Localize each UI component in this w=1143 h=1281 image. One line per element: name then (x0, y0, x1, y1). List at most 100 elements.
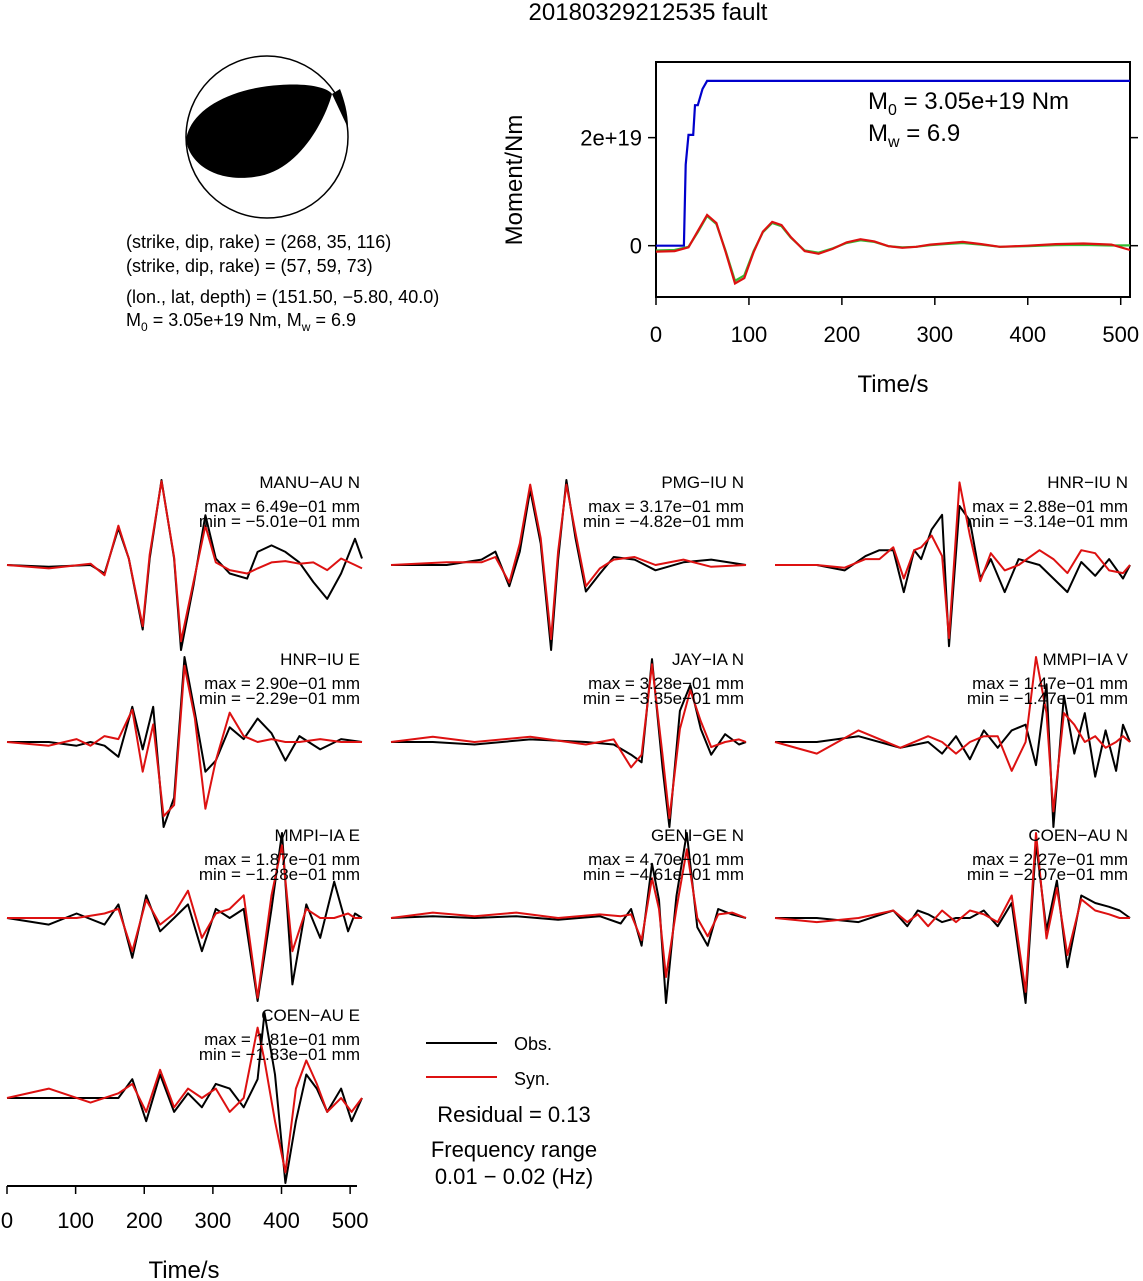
synthetic-waveform-line (6, 664, 362, 818)
annot-mw-subscript: w (887, 134, 900, 151)
waveform-xlabel: Time/s (148, 1257, 219, 1281)
station-max-label: max = 1.87e−01 mm (204, 850, 360, 869)
annot-m0-value: = 3.05e+19 Nm (897, 88, 1069, 115)
waveform-xtick-label: 500 (332, 1208, 369, 1233)
moment-xtick-label: 500 (1102, 322, 1139, 347)
observed-waveform-line (390, 832, 747, 1004)
observed-waveform-line (7, 1012, 363, 1184)
moment-xtick-label: 100 (731, 322, 768, 347)
synthetic-waveform-line (7, 844, 362, 999)
station-label: COEN−AU N (1028, 826, 1128, 845)
page-title: 20180329212535 fault (529, 0, 768, 26)
focal-mechanism-beachball (185, 55, 349, 219)
moment-rate-synthetic-line (655, 213, 1131, 286)
beachball-compressional-quadrant (186, 84, 332, 178)
station-min-label: min = −2.29e−01 mm (199, 689, 360, 708)
station-label: GENI−GE N (651, 826, 744, 845)
synthetic-waveform-line (390, 663, 747, 820)
station-label: MANU−AU N (259, 473, 360, 492)
moment-series-group (655, 79, 1131, 286)
station-max-label: max = 6.49e−01 mm (204, 497, 360, 516)
station-min-label: min = −1.28e−01 mm (199, 865, 360, 884)
waveform-xtick-label: 200 (126, 1208, 163, 1233)
moment-rate-observed-line (655, 214, 1131, 283)
moment-xtick-label: 0 (650, 322, 662, 347)
moment-ytick-label: 2e+19 (580, 126, 642, 151)
station-min-label: min = −1.47e−01 mm (967, 689, 1128, 708)
synthetic-waveform-line (774, 832, 1130, 993)
station-label: COEN−AU E (261, 1006, 360, 1025)
station-max-label: max = 2.27e−01 mm (972, 850, 1128, 869)
moment-axis-ticks: 0 100 200 300 400 500 0 2e+19 (580, 126, 1139, 347)
station-max-label: max = 1.47e−01 mm (972, 674, 1128, 693)
station-label: PMG−IU N (661, 473, 744, 492)
beachball-minor-quadrant (332, 89, 348, 128)
annot-mw-value: = 6.9 (900, 120, 961, 147)
mw-value: = 6.9 (310, 310, 356, 330)
station-max-label: max = 2.90e−01 mm (204, 674, 360, 693)
station-max-label: max = 2.88e−01 mm (972, 497, 1128, 516)
observed-waveform-line (6, 832, 363, 1002)
mechanism-info: (strike, dip, rake) = (268, 35, 116) (st… (126, 232, 439, 334)
moment-mw-annotation: Mw = 6.9 (868, 120, 960, 151)
moment-xlabel: Time/s (857, 371, 928, 398)
station-min-label: min = −2.07e−01 mm (967, 865, 1128, 884)
residual-text: Residual = 0.13 (437, 1102, 591, 1127)
waveform-xtick-label: 400 (263, 1208, 300, 1233)
station-label: JAY−IA N (672, 650, 744, 669)
station-min-label: min = −3.14e−01 mm (967, 512, 1128, 531)
m0-subscript: 0 (141, 320, 148, 334)
station-min-label: min = −3.35e−01 mm (583, 689, 744, 708)
waveform-xtick-label: 100 (57, 1208, 94, 1233)
mw-symbol: M (287, 310, 302, 330)
synthetic-waveform-line (774, 656, 1131, 813)
annot-m0-symbol: M (868, 88, 888, 115)
frequency-range-title: Frequency range (431, 1137, 597, 1162)
station-max-label: max = 1.81e−01 mm (204, 1030, 360, 1049)
station-label: MMPI−IA E (275, 826, 361, 845)
moment-magnitude-text: M0 = 3.05e+19 Nm, Mw = 6.9 (126, 310, 356, 334)
moment-ytick-label: 0 (630, 234, 642, 259)
waveform-xtick-label: 300 (195, 1208, 232, 1233)
station-min-label: min = −4.61e−01 mm (583, 865, 744, 884)
m0-symbol: M (126, 310, 141, 330)
synthetic-waveform-line (6, 1026, 363, 1174)
observed-waveform-line (775, 842, 1131, 1004)
plane2-text: (strike, dip, rake) = (57, 59, 73) (126, 256, 373, 276)
moment-ylabel: Moment/Nm (501, 115, 528, 246)
station-min-label: min = −5.01e−01 mm (199, 512, 360, 531)
legend-obs-label: Obs. (514, 1034, 552, 1054)
waveform-time-axis: Time/s 0 100 200 300 400 500 (1, 1185, 369, 1281)
frequency-range-value: 0.01 − 0.02 (Hz) (435, 1164, 593, 1189)
mw-subscript: w (301, 320, 311, 334)
station-max-label: max = 3.28e−01 mm (588, 674, 744, 693)
synthetic-waveform-line (6, 480, 363, 643)
station-label: MMPI−IA V (1043, 650, 1129, 669)
moment-xtick-label: 200 (824, 322, 861, 347)
location-text: (lon., lat, depth) = (151.50, −5.80, 40.… (126, 287, 439, 307)
observed-waveform-line (7, 656, 363, 828)
annot-m0-subscript: 0 (888, 102, 897, 119)
station-min-label: min = −1.83e−01 mm (199, 1045, 360, 1064)
moment-m0-annotation: M0 = 3.05e+19 Nm (868, 88, 1069, 119)
plane1-text: (strike, dip, rake) = (268, 35, 116) (126, 232, 391, 252)
moment-xtick-label: 300 (916, 322, 953, 347)
legend-syn-label: Syn. (514, 1069, 550, 1089)
m0-value: = 3.05e+19 Nm, (148, 310, 287, 330)
legend: Obs. Syn. Residual = 0.13 Frequency rang… (426, 1034, 597, 1189)
annot-mw-symbol: M (868, 120, 888, 147)
moment-plot-frame (655, 61, 1131, 298)
synthetic-waveform-line (390, 848, 747, 978)
